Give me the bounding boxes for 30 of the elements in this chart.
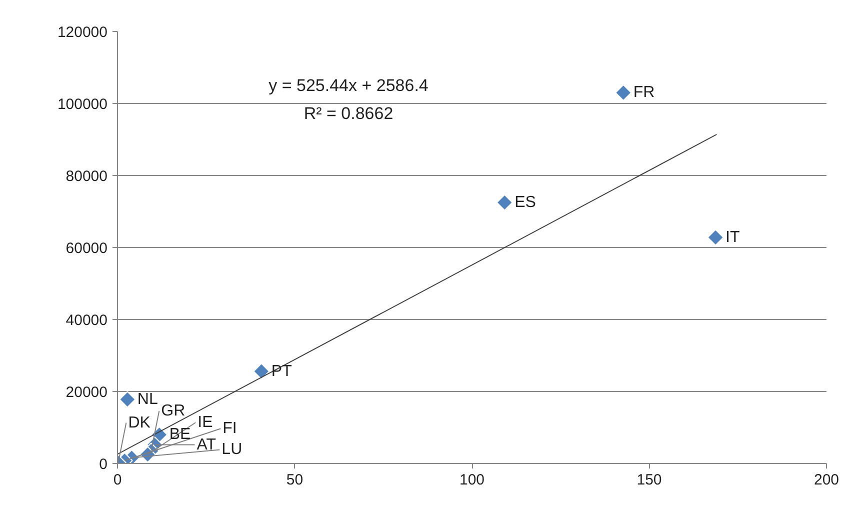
y-tick-label: 20000 (66, 384, 108, 401)
point (496, 194, 513, 211)
annotation: FI (222, 420, 237, 438)
point (253, 363, 270, 380)
point (707, 229, 724, 246)
annotation: IT (726, 228, 740, 246)
y-tick-label: 80000 (66, 168, 108, 185)
annotation: R² = 0.8662 (304, 104, 394, 123)
annotation: PT (271, 362, 292, 380)
y-tick-label: 120000 (57, 24, 108, 41)
annotation: GR (161, 402, 186, 420)
y-tick-label: 0 (99, 456, 108, 473)
point (119, 391, 136, 408)
y-tick-label: 40000 (66, 312, 108, 329)
annotation: y = 525.44x + 2586.4 (268, 76, 428, 95)
annotation: AT (196, 436, 216, 454)
annotation: FR (633, 84, 655, 102)
annotation: LU (222, 441, 242, 458)
y-tick-label: 60000 (66, 240, 108, 257)
annotation: NL (137, 390, 158, 408)
x-tick-label: 100 (459, 472, 485, 488)
x-tick-label: 50 (286, 472, 304, 488)
x-tick-label: 150 (636, 472, 662, 488)
annotation: IE (198, 414, 213, 431)
y-tick-label: 100000 (57, 96, 108, 113)
annotation: ES (514, 194, 536, 211)
point (615, 84, 632, 101)
x-tick-label: 200 (814, 472, 840, 488)
x-tick-label: 0 (113, 472, 122, 488)
annotation: DK (128, 414, 151, 432)
